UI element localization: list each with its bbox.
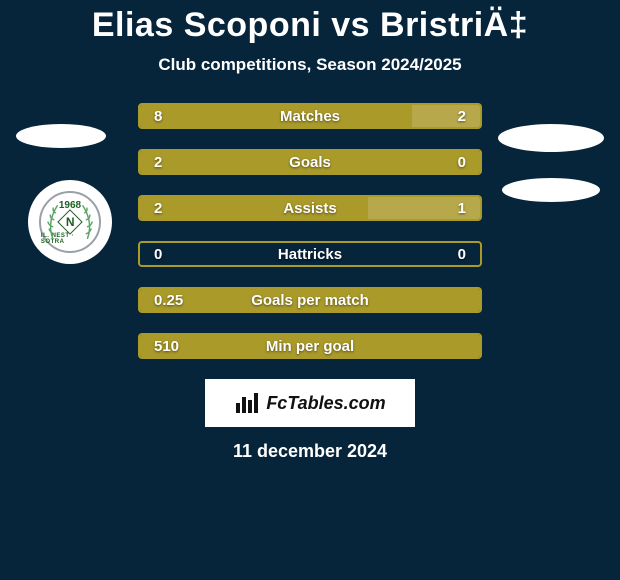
stat-value-right: 2 [458,108,480,125]
stat-row: 0Hattricks0 [138,241,482,267]
stat-row: 8Matches2 [138,103,482,129]
fctables-logo: FcTables.com [205,379,415,427]
stat-label: Hattricks [140,246,480,263]
date-text: 11 december 2024 [0,441,620,462]
stat-label: Goals per match [140,292,480,309]
fctables-logo-text: FcTables.com [266,393,385,414]
stat-row: 2Goals0 [138,149,482,175]
page-subtitle: Club competitions, Season 2024/2025 [0,55,620,75]
stat-label: Assists [140,200,480,217]
stats-container: 8Matches22Goals02Assists10Hattricks00.25… [138,103,482,359]
stat-row: 0.25Goals per match [138,287,482,313]
stat-label: Matches [140,108,480,125]
stat-label: Min per goal [140,338,480,355]
stat-value-right: 1 [458,200,480,217]
stat-row: 2Assists1 [138,195,482,221]
stat-value-right: 0 [458,154,480,171]
page-title: Elias Scoponi vs BristriÄ‡ [0,0,620,45]
stat-value-right: 0 [458,246,480,263]
bars-icon [234,391,260,415]
stat-label: Goals [140,154,480,171]
stat-row: 510Min per goal [138,333,482,359]
